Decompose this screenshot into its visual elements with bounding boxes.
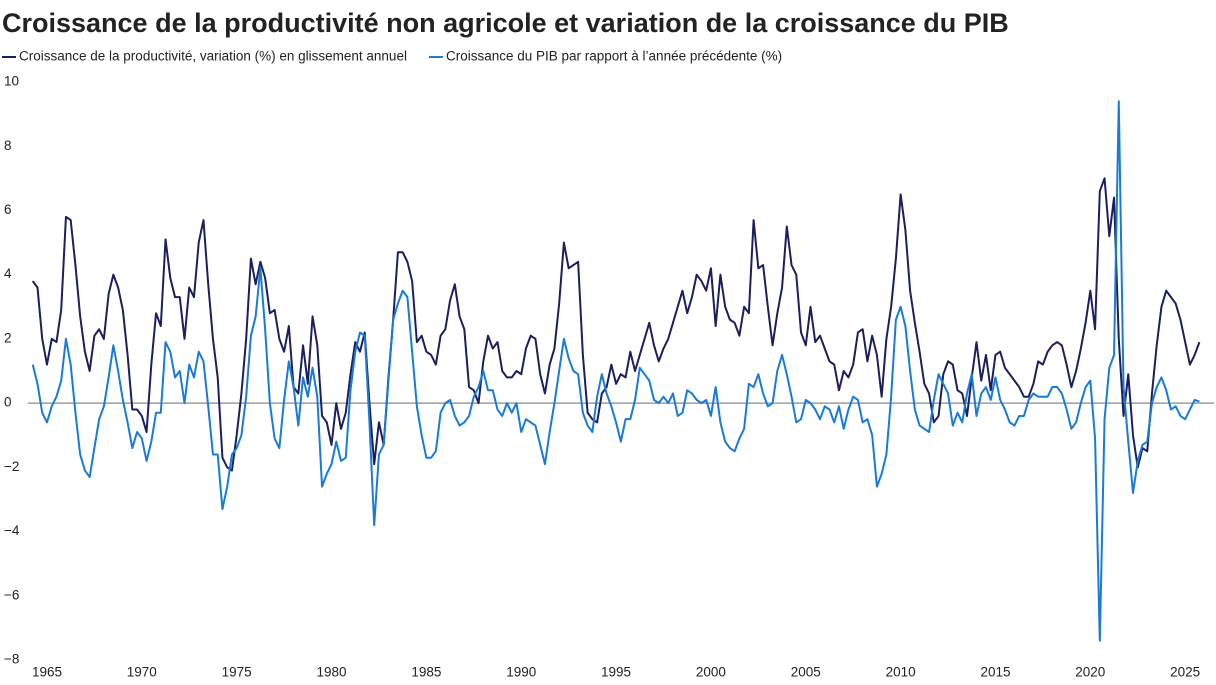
x-tick-label: 1980 — [316, 665, 346, 680]
series-line — [31, 100, 1200, 642]
y-tick-label: 4 — [4, 266, 12, 281]
y-tick-label: 2 — [4, 330, 12, 345]
x-tick-label: 1975 — [222, 665, 252, 680]
chart-title: Croissance de la productivité non agrico… — [2, 8, 1009, 38]
y-tick-label: 8 — [4, 138, 12, 153]
x-tick-label: 2000 — [696, 665, 726, 680]
x-tick-label: 1995 — [601, 665, 631, 680]
y-tick-label: −2 — [4, 459, 19, 474]
legend: Croissance de la productivité, variation… — [2, 49, 782, 64]
x-tick-label: 2010 — [886, 665, 916, 680]
x-tick-label: 2005 — [791, 665, 821, 680]
x-tick-label: 1965 — [32, 665, 62, 680]
y-tick-label: 6 — [4, 202, 12, 217]
y-tick-label: −8 — [4, 652, 19, 667]
series-line — [31, 177, 1201, 472]
y-tick-label: 0 — [4, 395, 12, 410]
x-tick-label: 1990 — [506, 665, 536, 680]
legend-label: Croissance du PIB par rapport à l’année … — [446, 49, 782, 64]
x-tick-label: 1970 — [127, 665, 157, 680]
x-tick-label: 2015 — [980, 665, 1010, 680]
y-tick-label: −4 — [4, 523, 20, 538]
x-tick-label: 2025 — [1170, 665, 1200, 680]
y-tick-label: −6 — [4, 587, 19, 602]
legend-label: Croissance de la productivité, variation… — [19, 49, 407, 64]
y-tick-label: 10 — [4, 74, 19, 89]
x-tick-label: 2020 — [1075, 665, 1105, 680]
x-tick-label: 1985 — [411, 665, 441, 680]
